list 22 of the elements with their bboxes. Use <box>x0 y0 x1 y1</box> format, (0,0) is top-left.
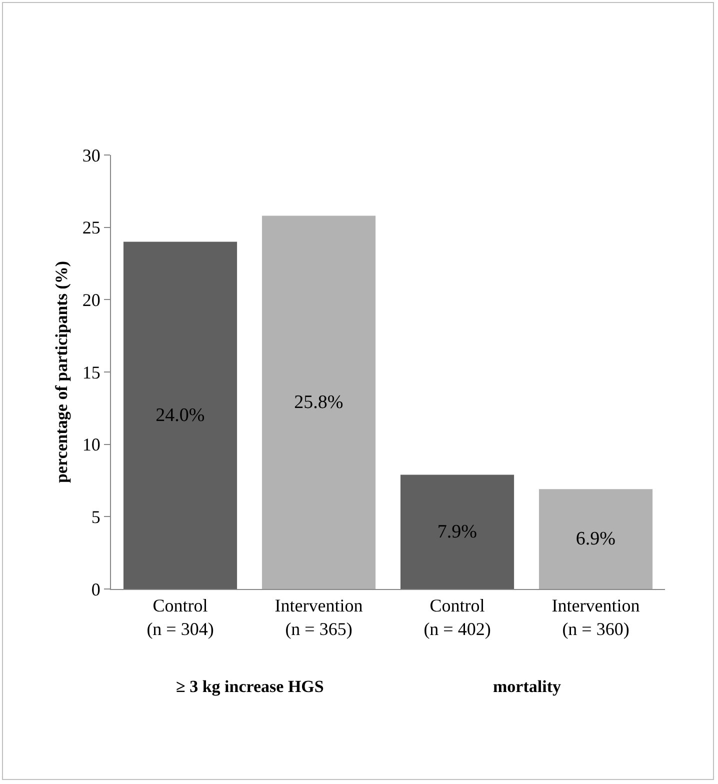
x-tick-label: Control (n = 304) <box>146 596 214 639</box>
bar <box>262 216 376 589</box>
y-axis-title: percentage of participants (%) <box>52 260 71 484</box>
text: mortality <box>493 677 562 696</box>
data-label: 7.9% <box>437 521 478 542</box>
x-tick-label: Control (n = 402) <box>424 596 491 639</box>
bar <box>400 474 514 589</box>
y-tick-label: 0 <box>91 579 100 600</box>
x-tick-label: Intervention (n = 360) <box>552 596 640 639</box>
data-label: 24.0% <box>156 404 205 426</box>
y-tick-label: 25 <box>82 218 100 238</box>
y-tick-label: 20 <box>82 290 100 310</box>
y-tick-label: 5 <box>91 506 100 527</box>
data-label: 6.9% <box>576 528 616 550</box>
y-tick-label: 15 <box>82 362 100 382</box>
bar <box>538 489 653 589</box>
text: ≥ 3 kg increase HGS <box>176 677 324 696</box>
x-tick-label: Intervention (n = 365) <box>274 596 363 639</box>
y-tick-label: 10 <box>82 434 100 455</box>
bar <box>123 242 238 589</box>
data-label: 25.8% <box>294 392 344 413</box>
y-tick-label: 30 <box>82 145 100 166</box>
